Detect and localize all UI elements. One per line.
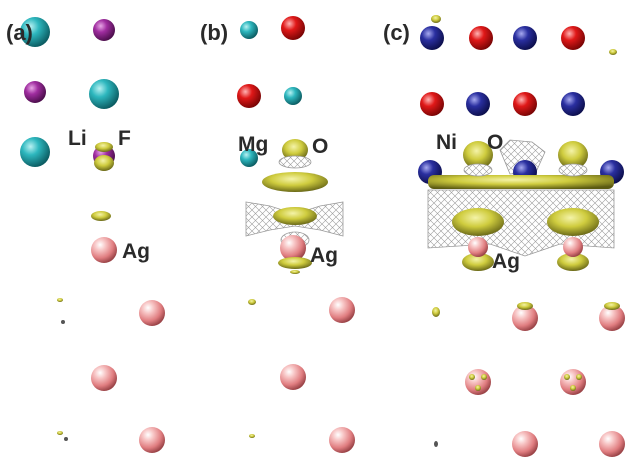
charge-accumulation-lobe — [517, 302, 533, 310]
panel-a: (a) Li F Ag — [6, 17, 165, 453]
charge-accumulation-lobe — [57, 298, 63, 302]
ag-atom — [468, 237, 488, 257]
mg-atom — [240, 149, 258, 167]
charge-accumulation-lobe — [91, 211, 111, 221]
charge-accumulation-lobe — [273, 207, 317, 225]
ag-atom — [139, 300, 165, 326]
ag-atom — [329, 297, 355, 323]
atom-label-mg: Mg — [238, 133, 268, 156]
ag-atom — [560, 369, 586, 395]
ag-atom — [280, 235, 306, 261]
o-atom — [561, 26, 585, 50]
ag-atom — [599, 431, 625, 457]
ag-atom — [465, 369, 491, 395]
li-atom — [20, 137, 50, 167]
o-atom — [237, 84, 261, 108]
charge-accumulation-lobe — [94, 155, 114, 171]
charge-accumulation-lobe — [57, 431, 63, 435]
ag-atom — [280, 364, 306, 390]
ag-atom — [139, 427, 165, 453]
ag-atom — [91, 237, 117, 263]
charge-accumulation-lobe — [452, 208, 504, 236]
ag-atom — [512, 305, 538, 331]
atom-label-ag: Ag — [310, 244, 338, 267]
mg-atom — [284, 87, 302, 105]
charge-accumulation-lobe — [547, 208, 599, 236]
charge-accumulation-lobe — [64, 437, 68, 441]
charge-accumulation-lobe — [282, 139, 308, 161]
ag-atom — [599, 305, 625, 331]
charge-accumulation-lobe — [469, 374, 475, 380]
atom-label-ag: Ag — [122, 240, 150, 263]
f-atom — [93, 19, 115, 41]
charge-depletion-mesh — [558, 163, 588, 177]
panel-c: (c) Ni O Ag — [383, 15, 625, 457]
charge-accumulation-lobe — [564, 374, 570, 380]
ni-atom — [420, 26, 444, 50]
panel-b: (b) Mg O Ag — [200, 16, 355, 453]
mg-atom — [240, 21, 258, 39]
panel-label: (b) — [200, 20, 228, 45]
ni-atom — [513, 26, 537, 50]
charge-accumulation-lobe — [604, 302, 620, 310]
atom-label-li: Li — [68, 127, 87, 150]
ni-atom — [561, 92, 585, 116]
ag-atom — [91, 365, 117, 391]
atom-label-o: O — [487, 131, 503, 154]
panel-label: (a) — [6, 20, 33, 45]
charge-accumulation-lobe — [248, 299, 256, 305]
charge-accumulation-lobe — [481, 374, 487, 380]
charge-accumulation-lobe — [434, 441, 438, 447]
charge-depletion-mesh — [278, 155, 312, 169]
li-atom — [89, 79, 119, 109]
charge-accumulation-lobe — [475, 385, 481, 391]
charge-accumulation-lobe — [432, 307, 440, 317]
o-atom — [469, 26, 493, 50]
atom-label-ni: Ni — [436, 131, 457, 154]
atom-label-o: O — [312, 135, 328, 158]
atom-label-f: F — [118, 127, 131, 150]
ag-atom — [329, 427, 355, 453]
charge-accumulation-lobe — [278, 257, 312, 269]
charge-accumulation-lobe — [95, 142, 113, 152]
o-atom — [281, 16, 305, 40]
charge-accumulation-lobe — [249, 434, 255, 438]
ni-atom — [466, 92, 490, 116]
charge-accumulation-lobe — [431, 15, 441, 23]
charge-accumulation-lobe — [462, 253, 494, 271]
li-atom — [20, 17, 50, 47]
f-atom — [24, 81, 46, 103]
o-atom — [513, 92, 537, 116]
charge-accumulation-lobe — [61, 320, 65, 324]
charge-accumulation-lobe — [609, 49, 617, 55]
atom-label-ag: Ag — [492, 250, 520, 273]
charge-accumulation-lobe — [463, 141, 493, 169]
charge-depletion-mesh — [463, 163, 493, 177]
charge-accumulation-lobe — [290, 270, 300, 274]
charge-accumulation-lobe — [262, 172, 328, 192]
ag-atom — [512, 431, 538, 457]
charge-accumulation-lobe — [576, 374, 582, 380]
charge-accumulation-lobe — [558, 141, 588, 169]
o-atom — [420, 92, 444, 116]
panel-label: (c) — [383, 20, 410, 45]
charge-accumulation-lobe — [570, 385, 576, 391]
charge-accumulation-layer — [428, 175, 614, 189]
ag-atom — [563, 237, 583, 257]
charge-accumulation-lobe — [557, 253, 589, 271]
